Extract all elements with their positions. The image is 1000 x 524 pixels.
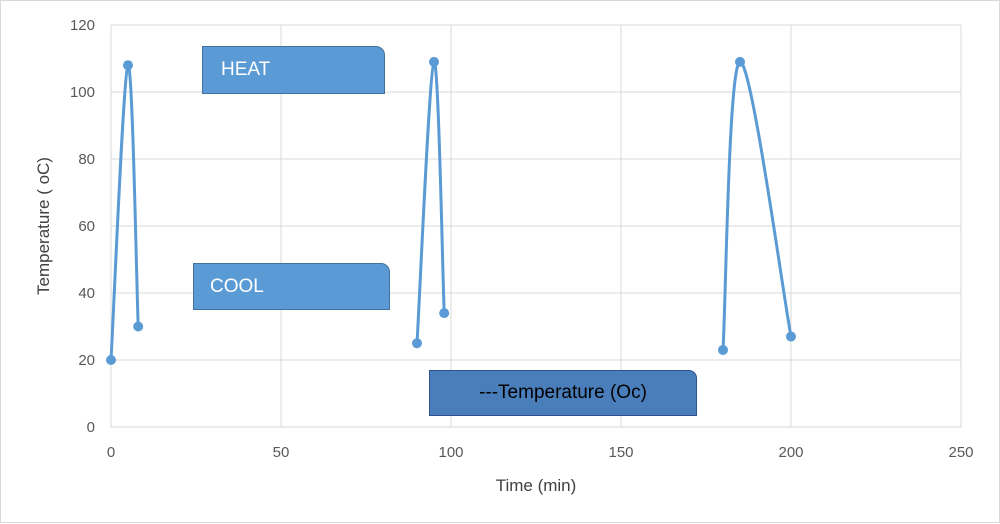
series-line (415, 60, 446, 345)
x-tick-label: 200 (778, 444, 803, 461)
y-tick-label: 40 (78, 285, 95, 302)
data-point (106, 355, 116, 365)
series-line (721, 60, 793, 352)
x-tick-label: 0 (107, 444, 115, 461)
y-tick-label: 60 (78, 218, 95, 235)
y-tick-label: 80 (78, 151, 95, 168)
legend-entry: ---Temperature (Oc) (429, 370, 697, 416)
data-point (439, 308, 450, 319)
heat-annotation: HEAT (202, 46, 385, 94)
y-axis-title: Temperature ( oC) (34, 157, 53, 295)
data-point (412, 338, 422, 349)
x-tick-label: 50 (273, 444, 290, 461)
data-point (429, 56, 439, 67)
data-point (786, 331, 796, 342)
data-point (718, 344, 728, 355)
data-point (735, 56, 745, 67)
x-tick-label: 100 (438, 444, 463, 461)
x-axis-title: Time (min) (496, 476, 577, 495)
x-tick-label: 250 (948, 444, 973, 461)
data-point (123, 60, 133, 71)
tick-labels: 0 20 40 60 80 100 120 0 50 100 150 200 250 (70, 17, 974, 461)
series-line (109, 63, 140, 362)
y-tick-label: 120 (70, 17, 95, 34)
y-tick-label: 0 (87, 419, 95, 436)
x-tick-label: 150 (608, 444, 633, 461)
cool-annotation: COOL (193, 263, 390, 310)
y-tick-label: 100 (70, 84, 95, 101)
data-point (133, 321, 144, 332)
series-temperature (106, 56, 796, 365)
y-tick-label: 20 (78, 352, 95, 369)
